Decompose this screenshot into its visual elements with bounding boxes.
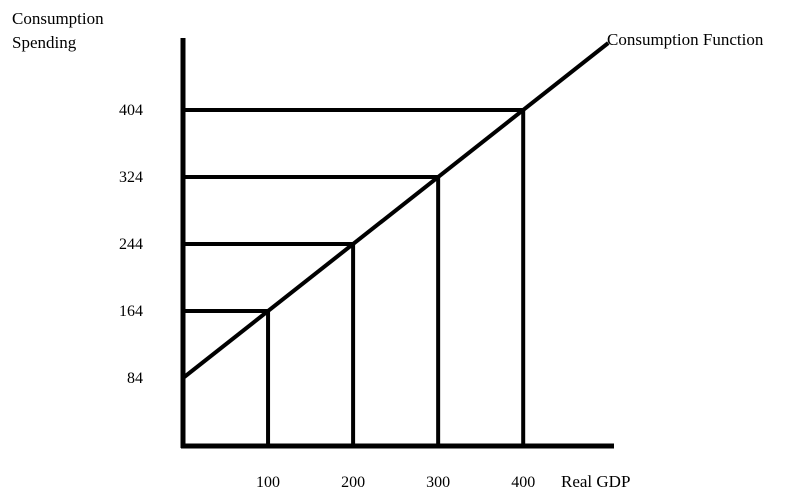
series-line [181,41,610,380]
y-axis-label-line1: Consumption [12,9,104,28]
consumption-function-line [181,41,610,380]
x-tick-labels: 100 200 300 400 [256,474,535,491]
guide-lines [183,108,526,446]
axes [180,38,614,449]
x-tick-label: 200 [341,474,365,491]
y-tick-label: 324 [119,169,143,186]
y-axis-label-line2: Spending [12,33,77,52]
x-axis-label: Real GDP [561,472,630,491]
y-tick-labels: 84 164 244 324 404 [119,102,143,387]
x-tick-label: 100 [256,474,280,491]
y-tick-label: 244 [119,236,143,253]
y-tick-label: 404 [119,102,143,119]
y-tick-label: 164 [119,303,143,320]
y-tick-label: 84 [127,370,143,387]
x-tick-label: 300 [426,474,450,491]
x-tick-label: 400 [511,474,535,491]
series-label: Consumption Function [607,30,764,49]
